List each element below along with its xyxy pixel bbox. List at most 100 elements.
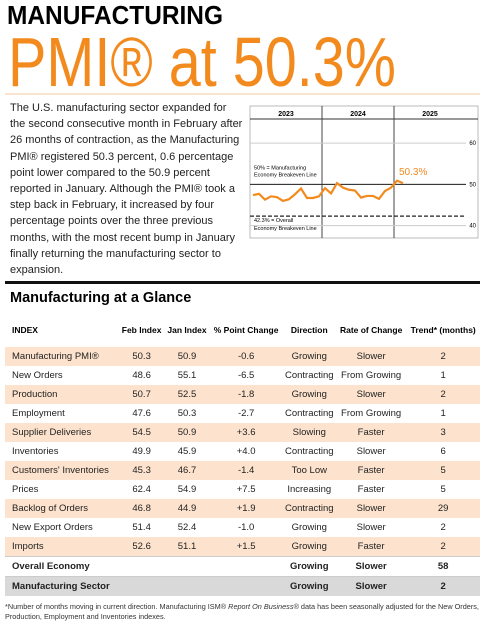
year-label: 2025 [422,111,438,118]
kicker: MANUFACTURING [7,0,223,30]
column-header: Direction [290,325,328,335]
cell: 5 [440,484,446,495]
table-title: Manufacturing at a Glance [10,290,192,306]
title: PMI® at 50.3% [8,23,396,100]
y-tick-label: 60 [469,141,476,147]
header: MANUFACTURING PMI® at 50.3% [5,0,480,100]
cell: Slower [335,499,407,518]
footnote-part: *Number of months moving in current dire… [5,602,229,611]
pmi-line [252,179,404,203]
cell: +1.5 [209,537,283,557]
cell: Manufacturing PMI® [5,347,119,366]
cell: Faster [357,484,385,495]
cell: Manufacturing Sector [5,576,283,596]
cell: Growing [291,522,327,533]
cell: 2 [406,537,480,557]
summary-row: Overall Economy Growing Slower 58 [5,556,480,577]
cell: Faster [335,423,407,442]
cell: Slower [335,576,407,596]
column-header: Jan Index [167,325,207,335]
year-label: 2024 [350,111,366,118]
cell: Slower [335,385,407,404]
cell: -1.0 [237,522,255,533]
cell: Growing [282,576,336,596]
table-row: Inventories 49.9 45.9 +4.0 Contracting Slower… [5,442,480,461]
cell: 52.4 [177,522,197,533]
table-row: Customers' Inventories 45.3 46.7 -1.4 Too Lo… [5,461,480,480]
cell: 51.4 [132,522,151,533]
cell: 1 [440,408,446,419]
cell: 1 [440,370,446,381]
reference-label: Economy Breakeven Line [254,172,317,178]
cell: 2 [406,347,480,366]
footnote: *Number of months moving in current dire… [5,602,483,622]
value-label: 50.3% [399,167,427,178]
cell: +1.9 [209,499,283,518]
cell: Customers' Inventories [5,461,119,480]
cell: 29 [406,499,480,518]
cell: Imports [5,537,119,557]
cell: 50.3 [177,408,197,419]
cell: 46.7 [164,461,210,480]
cell: Supplier Deliveries [5,423,119,442]
cell: 51.1 [164,537,210,557]
cell: -2.7 [237,408,255,419]
cell: Contracting [284,408,334,419]
table-row: Employment 47.6 50.3 -2.7 Contracting From Gr… [5,404,480,423]
cell: 52.5 [164,385,210,404]
chart-frame [249,105,479,239]
cell: Contracting [284,370,334,381]
cell: Growing [282,537,336,557]
cell: Slower [335,347,407,366]
cell: 54.9 [177,484,197,495]
cell: 58 [406,556,480,577]
cell: +3.6 [209,423,283,442]
table-row: New Orders 48.6 55.1 -6.5 Contracting From Gr… [5,366,480,385]
reference-label: 42.3% = Overall [254,218,293,224]
cell: New Orders [12,370,63,381]
cell: Faster [335,537,407,557]
column-header: Trend* (months) [410,325,476,335]
cell: Too Low [282,461,336,480]
cell: -1.4 [209,461,283,480]
cell: 3 [406,423,480,442]
cell: 48.6 [132,370,151,381]
footnote-part: Report On Business® [228,602,299,611]
cell: +4.0 [236,446,256,457]
cell: Employment [12,408,65,419]
cell: 55.1 [177,370,197,381]
cell: 52.6 [118,537,165,557]
cell: +7.5 [236,484,256,495]
cell: Overall Economy [5,556,283,577]
cell: 2 [406,385,480,404]
table-row: Manufacturing PMI® 50.3 50.9 -0.6 Growing Slo… [5,347,480,366]
cell: Backlog of Orders [5,499,119,518]
cell: 6 [440,446,446,457]
table-row: Backlog of Orders 46.8 44.9 +1.9 Contracting… [5,499,480,518]
footnote-part: data has been seasonally adjusted for th… [5,602,479,621]
cell: 2 [440,522,446,533]
table-row: Imports 52.6 51.1 +1.5 Growing Faster 2 [5,537,480,557]
cell: 2 [406,576,480,596]
table-row: New Export Orders 51.4 52.4 -1.0 Growing Slow… [5,518,480,537]
cell: Slower [335,556,407,577]
cell: Slowing [282,423,336,442]
table-row: Production 50.7 52.5 -1.8 Growing Slower 2 [5,385,480,404]
cell: 5 [406,461,480,480]
cell: 50.9 [164,347,210,366]
cell: -1.8 [209,385,283,404]
column-header: Feb Index [121,325,162,335]
cell: Growing [282,347,336,366]
cell: Contracting [282,499,336,518]
cell: Faster [335,461,407,480]
cell: 62.4 [132,484,151,495]
y-tick-label: 50 [469,182,476,188]
column-header: INDEX [12,325,38,335]
cell: 50.7 [118,385,165,404]
cell: From Growing [341,370,402,381]
reference-label: 50% = Manufacturing [254,165,306,171]
cell: -6.5 [237,370,255,381]
reference-label: Economy Breakeven Line [254,226,317,232]
cell: 50.9 [164,423,210,442]
